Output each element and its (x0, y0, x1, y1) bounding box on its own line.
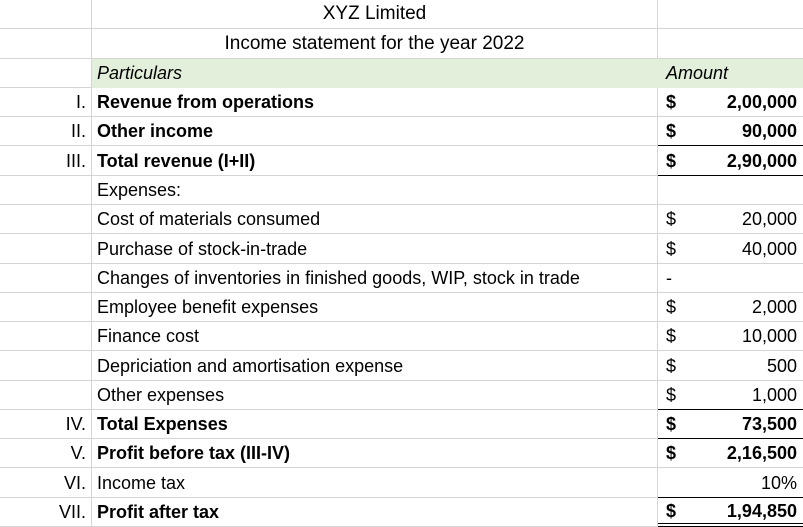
row-total-expenses: IV. Total Expenses $ 73,500 (0, 409, 803, 440)
particulars-cell[interactable]: Income tax (92, 468, 658, 498)
amount-cell[interactable]: $ 10,000 (658, 322, 803, 352)
amount-value: 500 (766, 355, 797, 376)
particulars-cell[interactable]: Other income (92, 117, 658, 147)
particulars-cell[interactable]: Changes of inventories in finished goods… (92, 263, 658, 293)
row-other-income: II. Other income $ 90,000 (0, 117, 803, 147)
row-profit-after-tax: VII. Profit after tax $ 1,94,850 (0, 497, 803, 527)
row-other-expenses: Other expenses $ 1,000 (0, 380, 803, 410)
amount-cell[interactable]: $ 2,000 (658, 293, 803, 323)
particulars-cell[interactable]: Finance cost (92, 322, 658, 352)
amount-value: 1,000 (751, 384, 797, 405)
header-amount-cell[interactable]: Amount (658, 58, 803, 88)
rowno-cell[interactable] (0, 351, 92, 381)
rowno-cell[interactable]: I. (0, 87, 92, 118)
currency-symbol: $ (666, 326, 677, 347)
title-row: XYZ Limited (0, 0, 803, 30)
rowno-cell[interactable]: VI. (0, 468, 92, 498)
rowno-cell[interactable]: II. (0, 117, 92, 147)
currency-symbol: $ (666, 150, 677, 171)
empty-cell[interactable] (0, 29, 92, 59)
row-expenses-heading: Expenses: (0, 175, 803, 205)
currency-symbol: $ (666, 121, 677, 142)
amount-cell[interactable]: $ 1,000 (658, 381, 803, 410)
amount-cell[interactable]: $ 90,000 (658, 117, 803, 147)
currency-symbol: $ (666, 209, 677, 230)
amount-value: 2,00,000 (726, 92, 797, 113)
empty-cell[interactable] (658, 29, 803, 59)
row-purchase-stock-in-trade: Purchase of stock-in-trade $ 40,000 (0, 234, 803, 264)
amount-cell[interactable]: 10% (658, 468, 803, 498)
header-row: Particulars Amount (0, 58, 803, 88)
currency-symbol: $ (666, 501, 677, 521)
rowno-cell[interactable]: VII. (0, 497, 92, 527)
currency-symbol: $ (666, 443, 677, 464)
row-total-revenue: III. Total revenue (I+II) $ 2,90,000 (0, 146, 803, 176)
rowno-cell[interactable] (0, 292, 92, 323)
amount-cell[interactable]: $ 2,16,500 (658, 439, 803, 469)
amount-value: 20,000 (741, 209, 797, 230)
amount-cell[interactable] (658, 176, 803, 205)
rowno-cell[interactable] (0, 263, 92, 293)
amount-value: 40,000 (741, 238, 797, 259)
statement-subtitle-cell[interactable]: Income statement for the year 2022 (92, 29, 658, 59)
currency-symbol: $ (666, 297, 677, 318)
row-employee-benefit-expenses: Employee benefit expenses $ 2,000 (0, 292, 803, 323)
row-revenue-from-operations: I. Revenue from operations $ 2,00,000 (0, 87, 803, 118)
currency-symbol: $ (666, 355, 677, 376)
particulars-cell[interactable]: Revenue from operations (92, 87, 658, 118)
particulars-cell[interactable]: Purchase of stock-in-trade (92, 234, 658, 264)
particulars-cell[interactable]: Total Expenses (92, 409, 658, 440)
particulars-cell[interactable]: Cost of materials consumed (92, 204, 658, 235)
amount-value: 90,000 (741, 121, 797, 142)
row-depreciation-amortisation: Depriciation and amortisation expense $ … (0, 351, 803, 381)
row-income-tax: VI. Income tax 10% (0, 468, 803, 498)
subtitle-row: Income statement for the year 2022 (0, 29, 803, 59)
rowno-cell[interactable] (0, 204, 92, 235)
amount-cell[interactable]: $ 1,94,850 (658, 498, 803, 527)
rowno-cell[interactable]: III. (0, 146, 92, 176)
row-profit-before-tax: V. Profit before tax (III-IV) $ 2,16,500 (0, 439, 803, 469)
amount-value: 10,000 (741, 326, 797, 347)
empty-cell[interactable] (0, 58, 92, 88)
currency-symbol: $ (666, 384, 677, 405)
amount-value: 1,94,850 (726, 501, 797, 521)
currency-symbol: $ (666, 238, 677, 259)
amount-cell[interactable]: $ 40,000 (658, 234, 803, 264)
particulars-cell[interactable]: Profit after tax (92, 497, 658, 527)
currency-symbol: $ (666, 414, 677, 435)
rowno-cell[interactable]: IV. (0, 409, 92, 440)
particulars-cell[interactable]: Profit before tax (III-IV) (92, 439, 658, 469)
amount-cell[interactable]: $ 73,500 (658, 410, 803, 440)
currency-symbol: $ (666, 92, 677, 113)
amount-value: 73,500 (741, 414, 797, 435)
header-particulars-cell[interactable]: Particulars (92, 58, 658, 88)
rowno-cell[interactable]: V. (0, 439, 92, 469)
amount-value: 2,000 (751, 297, 797, 318)
empty-cell[interactable] (0, 0, 92, 30)
amount-cell[interactable]: $ 500 (658, 351, 803, 381)
amount-value: 2,90,000 (726, 150, 797, 171)
particulars-cell[interactable]: Other expenses (92, 380, 658, 410)
particulars-cell[interactable]: Expenses: (92, 175, 658, 205)
row-finance-cost: Finance cost $ 10,000 (0, 322, 803, 352)
amount-cell[interactable]: $ 20,000 (658, 205, 803, 235)
amount-cell[interactable]: $ 2,90,000 (658, 146, 803, 176)
rowno-cell[interactable] (0, 380, 92, 410)
amount-cell[interactable]: $ 2,00,000 (658, 88, 803, 118)
amount-value: 2,16,500 (726, 443, 797, 464)
row-cost-of-materials: Cost of materials consumed $ 20,000 (0, 204, 803, 235)
amount-cell[interactable]: - (658, 264, 803, 293)
amount-value: 10% (760, 472, 797, 493)
row-changes-of-inventories: Changes of inventories in finished goods… (0, 263, 803, 293)
company-title-cell[interactable]: XYZ Limited (92, 0, 658, 30)
particulars-cell[interactable]: Total revenue (I+II) (92, 146, 658, 176)
particulars-cell[interactable]: Depriciation and amortisation expense (92, 351, 658, 381)
dash-placeholder: - (666, 267, 672, 288)
rowno-cell[interactable] (0, 234, 92, 264)
rowno-cell[interactable] (0, 175, 92, 205)
rowno-cell[interactable] (0, 322, 92, 352)
particulars-cell[interactable]: Employee benefit expenses (92, 292, 658, 323)
empty-cell[interactable] (658, 0, 803, 30)
